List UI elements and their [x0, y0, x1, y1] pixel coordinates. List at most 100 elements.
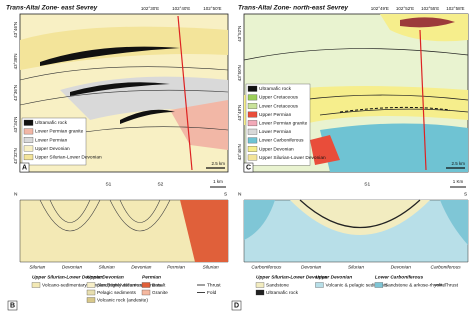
legend-label: Sandstone	[266, 282, 289, 288]
legend-swatch	[86, 289, 96, 296]
legend-label: Pelagic sediments	[97, 290, 137, 296]
legend-label: Upper Cretaceous	[259, 95, 299, 101]
legend-swatch	[23, 137, 34, 143]
panel-title: Trans-Altai Zone- east Sevrey	[6, 5, 98, 12]
longitude-label: 102°49'E	[371, 6, 389, 11]
ultramafic	[299, 199, 421, 228]
panel-label: C	[246, 165, 251, 172]
latitude-label: 43°36'N	[13, 85, 18, 101]
section-line	[419, 29, 427, 171]
longitude-label: 102°30'E	[141, 6, 159, 11]
unit-label: Silurian	[348, 264, 364, 270]
legend-label: Lower Permian granite	[259, 120, 308, 126]
scale-label: 1 Km	[453, 179, 464, 184]
panel-label-box	[243, 162, 254, 173]
legend-label: Lower Permian	[35, 137, 68, 143]
unit-label: Carboniferous	[431, 264, 462, 270]
legend-label: Basalt	[152, 282, 166, 288]
section-b	[19, 199, 229, 263]
panel-title: Trans-Altai Zone- north-east Sevrey	[238, 5, 348, 12]
latitude-label: 43°38'N	[13, 53, 18, 69]
legend-label: Upper Silurian-Lower Devonian	[259, 155, 326, 161]
legend-swatch	[31, 282, 41, 288]
longitude-label: 102°52'E	[396, 6, 414, 11]
legend-swatch	[86, 282, 96, 288]
end-label: N	[14, 191, 18, 197]
panel-label-box	[7, 300, 18, 311]
legend-label: Lower Permian granite	[35, 129, 84, 135]
structure-label: S1	[364, 181, 370, 187]
latitude-label: 43°46'N	[13, 22, 18, 38]
unit-label: Devonian	[131, 264, 152, 270]
ultramafic	[40, 46, 180, 66]
legend-swatch	[141, 282, 151, 288]
scale-label: 2.5 km	[451, 161, 465, 166]
scale-label: 2.5 km	[211, 161, 225, 166]
legend-swatch	[23, 154, 34, 161]
latitude-label: 43°46'N	[237, 144, 242, 160]
legend-swatch	[141, 289, 151, 296]
legend-heading: Permian	[142, 274, 161, 280]
longitude-label: 102°55'E	[421, 6, 439, 11]
unit-label: Devonian	[391, 264, 412, 270]
unit-label: Silurian	[29, 264, 45, 270]
legend-swatch	[247, 94, 258, 101]
legend-label: Lower Cretaceous	[259, 103, 299, 109]
panel-label: B	[10, 303, 15, 310]
panel-label: A	[22, 165, 27, 172]
unit-label: Carboniferous	[251, 264, 282, 270]
legend-label: Lower Carboniferous	[259, 138, 304, 144]
legend-swatch	[23, 128, 34, 135]
legend-swatch	[255, 282, 265, 288]
legend-label: Upper Devonian	[259, 146, 294, 152]
legend-heading: Upper Devonian	[315, 274, 352, 280]
unit	[400, 17, 455, 28]
unit	[310, 135, 340, 165]
legend-label: Volcanic rock (andesite)	[97, 297, 148, 303]
legend-swatch	[247, 128, 258, 135]
basalt	[180, 200, 228, 262]
unit	[170, 100, 228, 150]
symbol-label: Thrust	[444, 282, 458, 288]
symbol-label: Thrust	[207, 282, 221, 288]
ultramafic	[70, 82, 170, 96]
carboniferous	[244, 200, 468, 245]
unit-label: Devonian	[301, 264, 322, 270]
unit	[320, 123, 468, 172]
fold-axis	[339, 106, 451, 113]
legend-label: Sandstone/volcanic sediments	[97, 282, 162, 288]
panel-label: D	[234, 303, 239, 310]
legend-swatch	[247, 111, 258, 118]
legend-label: Volcanic & pelagic sediments	[325, 282, 388, 288]
sandstone	[290, 200, 430, 235]
legend-swatch	[247, 103, 258, 109]
section-line	[177, 15, 193, 171]
legend-swatch	[23, 145, 34, 152]
unit-label: Silurian	[203, 264, 219, 270]
ultramafic	[120, 109, 175, 124]
latitude-label: 43°32'N	[13, 148, 18, 164]
panel-label-box	[19, 162, 30, 173]
legend-label: Upper Permian	[259, 112, 292, 118]
longitude-label: 102°40'E	[172, 6, 190, 11]
legend-swatch	[23, 119, 34, 126]
legend-swatch	[247, 154, 258, 161]
latitude-label: 43°52'N	[237, 26, 242, 42]
legend-swatch	[315, 282, 324, 288]
legend-swatch	[86, 297, 96, 303]
legend-swatch	[247, 137, 258, 144]
legend-label: Ultramafic rock	[266, 290, 299, 296]
unit-label: Silurian	[99, 264, 115, 270]
scale-label: 1 km	[213, 179, 223, 184]
structure-label: S1	[105, 181, 111, 187]
legend-heading: Upper Silurian-Lower Devonian	[32, 274, 104, 280]
longitude-label: 102°58'E	[446, 6, 464, 11]
legend-label: Ultramafic rock	[259, 86, 292, 92]
legend-label: Sandstone & arkose-rhyolite	[385, 282, 446, 288]
legend-swatch	[255, 289, 265, 296]
symbol-label: Fold	[207, 290, 217, 296]
latitude-label: 43°34'N	[13, 117, 18, 133]
legend-swatch	[374, 282, 384, 288]
structure-label: S2	[157, 181, 163, 187]
